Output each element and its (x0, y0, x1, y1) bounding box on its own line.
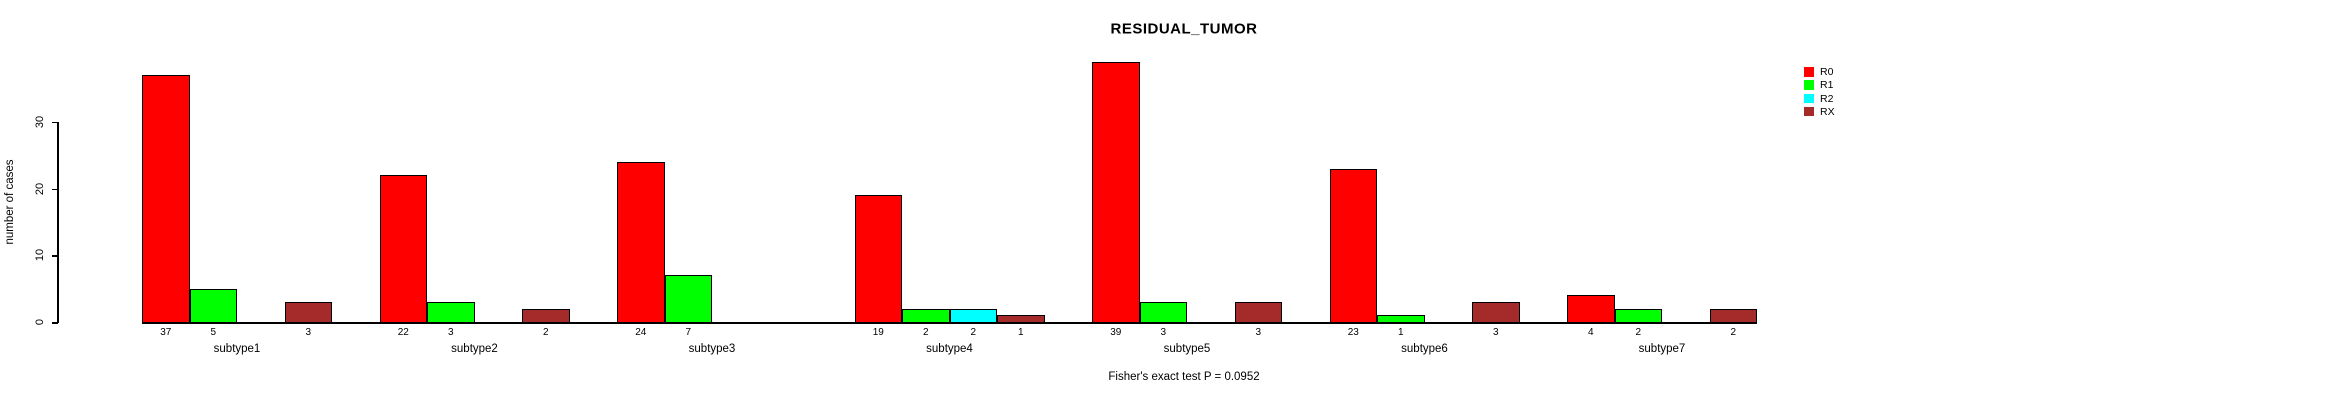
bar-rx-subtype7 (1709, 308, 1757, 323)
y-tick-label: 10 (34, 249, 46, 262)
bar-r0-subtype4 (854, 195, 902, 323)
bar-value-label: 7 (685, 327, 692, 338)
bar-value-label: 22 (397, 327, 409, 338)
bar-rx-subtype2 (522, 308, 570, 323)
legend-swatch-rx (1804, 106, 1814, 117)
x-category-label-subtype7: subtype7 (1638, 343, 1686, 355)
bar-r0-subtype1 (142, 75, 190, 323)
bar-value-label: 2 (1635, 327, 1642, 338)
bar-value-label: 3 (447, 327, 454, 338)
y-axis-label: number of cases (4, 159, 16, 245)
legend-swatch-r0 (1804, 67, 1814, 77)
bar-value-label: 39 (1110, 327, 1122, 338)
bar-value-label: 2 (542, 327, 549, 338)
y-axis-tick (52, 255, 58, 257)
x-category-label-subtype3: subtype3 (688, 343, 736, 355)
legend-label-r0: R0 (1820, 66, 1834, 78)
bar-r1-subtype2 (427, 301, 475, 323)
y-axis-tick (52, 121, 58, 124)
bar-value-label: 19 (872, 327, 884, 338)
bar-value-label: 3 (1160, 327, 1167, 338)
bar-value-label: 2 (970, 327, 977, 338)
bar-value-label: 24 (635, 327, 647, 338)
x-category-label-subtype2: subtype2 (451, 343, 498, 355)
bar-value-label: 5 (210, 327, 217, 338)
bar-r0-subtype6 (1329, 168, 1377, 323)
bar-r0-subtype5 (1092, 61, 1140, 323)
legend-label-rx: RX (1820, 105, 1835, 118)
bar-value-label: 3 (1492, 327, 1499, 338)
bar-r0-subtype2 (379, 175, 427, 323)
bar-value-label: 3 (305, 327, 312, 338)
bar-r1-subtype3 (664, 275, 712, 323)
legend-swatch-r2 (1804, 93, 1814, 104)
bar-value-label: 2 (922, 327, 929, 338)
bar-rx-subtype6 (1472, 301, 1520, 323)
y-axis-tick (52, 322, 58, 324)
bar-value-label: 23 (1347, 327, 1359, 338)
bar-value-label: 3 (1255, 327, 1262, 338)
x-category-label-subtype1: subtype1 (213, 343, 261, 355)
bar-r0-subtype3 (617, 161, 665, 323)
x-category-label-subtype6: subtype6 (1401, 343, 1448, 355)
y-tick-label: 30 (34, 115, 46, 129)
y-tick-label: 0 (34, 318, 46, 326)
bar-rx-subtype4 (997, 315, 1045, 323)
legend-label-r1: R1 (1820, 79, 1834, 92)
bar-value-label: 37 (160, 327, 172, 338)
chart-title: RESIDUAL_TUMOR (1110, 20, 1258, 38)
bar-value-label: 4 (1587, 327, 1594, 338)
legend-swatch-r1 (1804, 80, 1814, 90)
bar-value-label: 2 (1730, 327, 1737, 338)
bar-r1-subtype5 (1139, 301, 1187, 323)
x-category-label-subtype5: subtype5 (1163, 343, 1211, 355)
y-axis-tick (52, 188, 58, 191)
footnote-text: Fisher's exact test P = 0.0952 (1108, 371, 1260, 383)
legend-label-r2: R2 (1820, 92, 1834, 105)
y-tick-label: 20 (34, 182, 46, 195)
bar-value-label: 1 (1017, 327, 1024, 338)
bar-r2-subtype4 (949, 308, 997, 323)
bar-rx-subtype1 (284, 301, 332, 323)
bar-rx-subtype5 (1234, 301, 1282, 323)
bar-r1-subtype1 (189, 288, 237, 323)
y-axis-line (57, 121, 59, 323)
bar-r1-subtype4 (902, 308, 950, 323)
bar-r0-subtype7 (1567, 295, 1615, 323)
bar-r1-subtype6 (1377, 315, 1425, 323)
bar-value-label: 1 (1397, 327, 1404, 338)
bar-r1-subtype7 (1614, 308, 1662, 323)
x-category-label-subtype4: subtype4 (926, 343, 973, 355)
